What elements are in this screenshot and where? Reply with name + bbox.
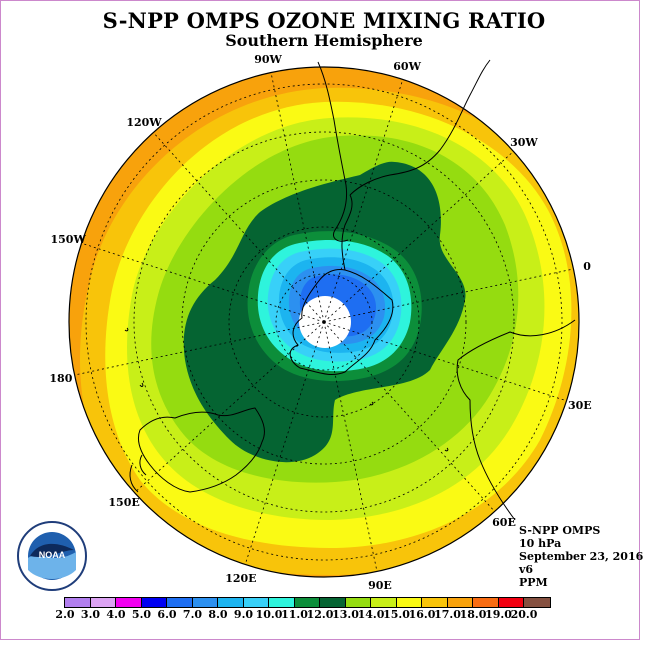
longitude-label: 30E bbox=[568, 399, 592, 412]
indian-ocean-islands-coastline bbox=[369, 401, 449, 452]
australia-coastline bbox=[137, 407, 265, 493]
colorbar-swatch bbox=[396, 598, 422, 607]
info-instrument: S-NPP OMPS bbox=[519, 524, 601, 537]
longitude-label: 120W bbox=[126, 116, 162, 129]
colorbar-tick-labels: 2.0 3.0 4.0 5.0 6.0 7.0 8.0 9.0 10.0 11.0 12.0 13.0… bbox=[0, 608, 648, 622]
colorbar-swatch bbox=[345, 598, 371, 607]
longitude-label: 60W bbox=[393, 60, 421, 73]
antarctica-coastline bbox=[289, 269, 394, 375]
colorbar-tick: 19.0 bbox=[485, 608, 512, 621]
info-date: September 23, 2016 bbox=[519, 550, 644, 563]
colorbar-swatch bbox=[371, 598, 397, 607]
colorbar-swatch bbox=[218, 598, 244, 607]
new-zealand-coastline bbox=[129, 454, 147, 493]
figure-frame bbox=[0, 0, 640, 640]
longitude-label: 30W bbox=[510, 136, 538, 149]
map-boundary bbox=[68, 66, 580, 578]
colorbar-tick: 16.0 bbox=[408, 608, 436, 621]
longitude-label: 60E bbox=[492, 516, 516, 529]
longitude-label: 0 bbox=[583, 260, 591, 273]
colorbar-tick: 15.0 bbox=[383, 608, 410, 621]
colorbar-tick: 6.0 bbox=[157, 608, 177, 621]
south-america-coastline bbox=[349, 59, 491, 196]
longitude-label: 90W bbox=[254, 53, 282, 66]
colorbar-tick: 3.0 bbox=[80, 608, 101, 621]
coastlines bbox=[124, 59, 576, 521]
latitude-gridlines bbox=[85, 83, 563, 561]
longitude-label: 120E bbox=[225, 572, 256, 585]
colorbar-tick: 17.0 bbox=[434, 608, 461, 621]
colorbar-swatch bbox=[294, 598, 320, 607]
colorbar-tick: 20.0 bbox=[510, 608, 538, 621]
colorbar bbox=[64, 597, 551, 608]
noaa-logo-text: NOAA bbox=[39, 550, 66, 560]
info-units: PPM bbox=[519, 576, 548, 589]
longitude-label: 150E bbox=[108, 496, 139, 509]
colorbar-swatch bbox=[116, 598, 142, 607]
longitude-label: 180 bbox=[49, 372, 72, 385]
info-level: 10 hPa bbox=[519, 537, 562, 550]
colorbar-tick: 4.0 bbox=[106, 608, 126, 621]
pacific-islands-coastline bbox=[124, 327, 144, 387]
colorbar-tick: 9.0 bbox=[233, 608, 254, 621]
colorbar-tick: 2.0 bbox=[55, 608, 75, 621]
info-version: v6 bbox=[519, 563, 534, 576]
noaa-logo-icon: NOAA bbox=[17, 521, 87, 591]
colorbar-swatch bbox=[524, 598, 550, 607]
colorbar-swatch bbox=[141, 598, 167, 607]
south-america-west-coastline bbox=[317, 61, 349, 242]
colorbar-tick: 11.0 bbox=[281, 608, 308, 621]
colorbar-tick: 7.0 bbox=[182, 608, 203, 621]
info-panel: S-NPP OMPS 10 hPa September 23, 2016 v6 … bbox=[519, 524, 643, 589]
africa-coastline bbox=[456, 319, 576, 521]
colorbar-tick: 10.0 bbox=[255, 608, 283, 621]
map-subtitle: Southern Hemisphere bbox=[225, 31, 423, 50]
colorbar-swatch bbox=[320, 598, 346, 607]
colorbar-tick: 18.0 bbox=[459, 608, 487, 621]
colorbar-tick: 5.0 bbox=[131, 608, 152, 621]
colorbar-tick: 13.0 bbox=[332, 608, 359, 621]
colorbar-swatch bbox=[243, 598, 269, 607]
colorbar-tick: 12.0 bbox=[306, 608, 334, 621]
longitude-label: 150W bbox=[51, 233, 87, 246]
colorbar-swatch bbox=[65, 598, 91, 607]
colorbar-swatch bbox=[473, 598, 499, 607]
colorbar-swatch bbox=[422, 598, 448, 607]
colorbar-swatch bbox=[447, 598, 473, 607]
colorbar-swatch bbox=[192, 598, 218, 607]
colorbar-tick: 8.0 bbox=[208, 608, 228, 621]
colorbar-tick: 14.0 bbox=[357, 608, 385, 621]
map-title: S-NPP OMPS OZONE MIXING RATIO bbox=[102, 8, 546, 33]
longitude-labels: 0 30E 60E 90E 120E 150E 180 150W 120W 90W 60W 30W bbox=[49, 53, 591, 592]
colorbar-swatch bbox=[498, 598, 524, 607]
colorbar-swatch bbox=[269, 598, 295, 607]
longitude-label: 90E bbox=[368, 579, 392, 592]
colorbar-swatch bbox=[167, 598, 193, 607]
colorbar-swatch bbox=[90, 598, 116, 607]
antarctic-peninsula-coastline bbox=[341, 194, 353, 271]
